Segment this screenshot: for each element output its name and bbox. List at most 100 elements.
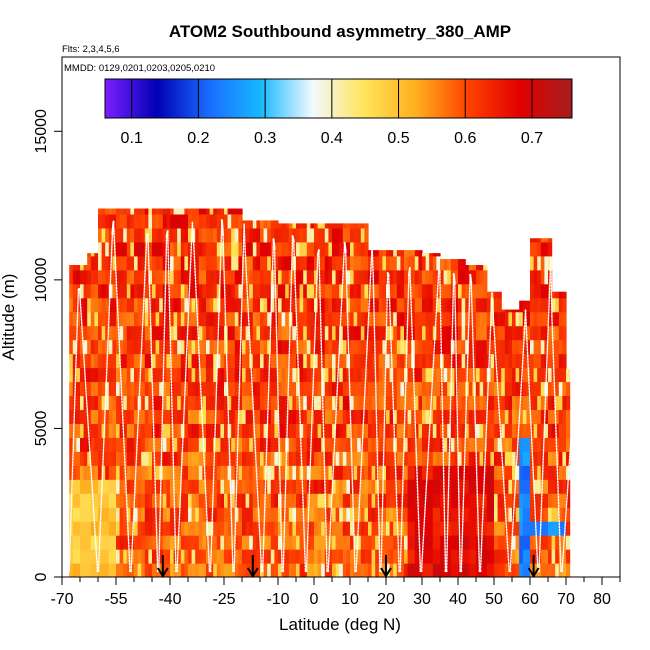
- heat-cell: [483, 311, 488, 327]
- heat-cell: [533, 339, 538, 355]
- heat-cell: [123, 437, 128, 452]
- heat-cell: [166, 563, 171, 577]
- heat-cell: [126, 208, 131, 215]
- heat-cell: [414, 339, 419, 355]
- heat-cell: [242, 255, 247, 271]
- heat-cell: [310, 311, 315, 327]
- heat-cell: [425, 253, 430, 257]
- flight-track-segment: [147, 234, 159, 572]
- heat-cell: [357, 521, 362, 536]
- heat-cell: [177, 367, 182, 383]
- heat-cell: [292, 409, 297, 424]
- heat-cell: [105, 395, 110, 411]
- heat-cell: [425, 423, 430, 438]
- heat-cell: [87, 507, 92, 522]
- heat-cell: [486, 409, 491, 424]
- heat-cell: [450, 465, 455, 480]
- heat-cell: [328, 297, 333, 313]
- heat-cell: [191, 283, 196, 299]
- heat-cell: [393, 255, 398, 271]
- heat-cell: [472, 297, 477, 313]
- heat-cell: [447, 311, 452, 327]
- heat-cell: [83, 265, 88, 271]
- heat-cell: [155, 507, 160, 522]
- heat-cell: [515, 535, 520, 550]
- heat-cell: [515, 451, 520, 466]
- heat-cell: [281, 423, 286, 438]
- heat-cell: [274, 535, 279, 550]
- heat-cell: [296, 395, 301, 411]
- heat-cell: [278, 563, 283, 577]
- heat-cell: [285, 283, 290, 299]
- heat-cell: [148, 549, 153, 564]
- heat-cell: [342, 451, 347, 466]
- heat-cell: [436, 311, 441, 327]
- heat-cell: [368, 409, 373, 424]
- heat-cell: [206, 311, 211, 327]
- heat-cell: [216, 353, 221, 369]
- heat-cell: [234, 311, 239, 327]
- heat-cell: [422, 381, 427, 397]
- heat-cell: [454, 549, 459, 564]
- heat-cell: [526, 479, 531, 494]
- heat-cell: [252, 241, 257, 257]
- heat-cell: [490, 479, 495, 494]
- heat-cell: [213, 395, 218, 411]
- heat-cell: [317, 563, 322, 577]
- heat-cell: [252, 549, 257, 564]
- heat-cell: [206, 255, 211, 271]
- heat-cell: [278, 269, 283, 285]
- heat-cell: [368, 381, 373, 397]
- heat-cell: [350, 311, 355, 327]
- heat-cell: [270, 283, 275, 299]
- heat-cell: [288, 549, 293, 564]
- heat-cell: [443, 297, 448, 313]
- heat-cell: [173, 479, 178, 494]
- heat-cell: [267, 297, 272, 313]
- heat-cell: [346, 283, 351, 299]
- plot-frame: [61, 56, 621, 578]
- heat-cell: [382, 563, 387, 577]
- heat-cell: [162, 507, 167, 522]
- heat-cell: [98, 213, 103, 229]
- heat-cell: [278, 297, 283, 313]
- heat-cell: [263, 367, 268, 383]
- heat-cell: [382, 451, 387, 466]
- heat-cell: [429, 255, 434, 271]
- heat-cell: [213, 507, 218, 522]
- heat-cell: [360, 409, 365, 424]
- heat-cell: [281, 255, 286, 271]
- heat-cell: [263, 297, 268, 313]
- heat-cell: [137, 213, 142, 229]
- heat-cell: [461, 535, 466, 550]
- heat-cell: [119, 409, 124, 424]
- heat-cell: [220, 423, 225, 438]
- heat-cell: [303, 535, 308, 550]
- heat-cell: [537, 297, 542, 313]
- heat-cell: [346, 255, 351, 271]
- heat-cell: [407, 437, 412, 452]
- heat-cell: [288, 297, 293, 313]
- heat-cell: [292, 535, 297, 550]
- heat-cell: [360, 493, 365, 508]
- heat-cell: [378, 283, 383, 299]
- heat-cell: [198, 213, 203, 229]
- heat-cell: [490, 325, 495, 341]
- heat-cell: [274, 423, 279, 438]
- heat-cell: [540, 269, 545, 285]
- heat-cell: [90, 549, 95, 564]
- heat-cell: [69, 353, 74, 369]
- heat-cell: [425, 493, 430, 508]
- heat-cell: [141, 227, 146, 243]
- heat-cell: [479, 507, 484, 522]
- heat-cell: [231, 451, 236, 466]
- heat-cell: [108, 535, 113, 550]
- heat-cell: [231, 325, 236, 341]
- heat-cell: [152, 395, 157, 411]
- heat-cell: [119, 283, 124, 299]
- heat-cell: [227, 241, 232, 257]
- heat-cell: [454, 423, 459, 438]
- heat-cell: [411, 507, 416, 522]
- heat-cell: [468, 465, 473, 480]
- heat-cell: [126, 479, 131, 494]
